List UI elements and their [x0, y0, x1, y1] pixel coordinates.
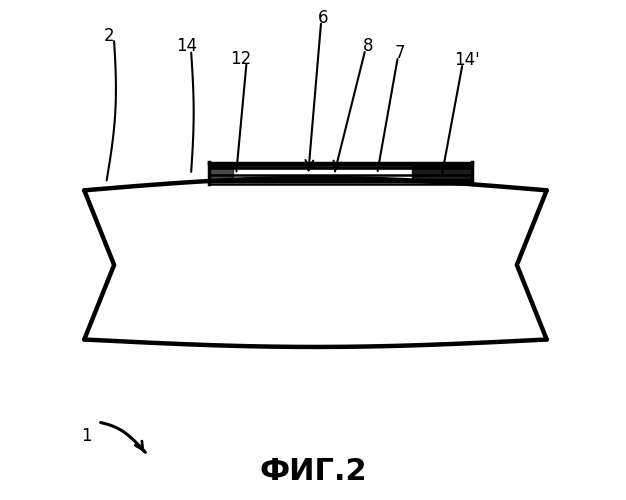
Text: 6: 6 [317, 9, 328, 27]
Text: 14: 14 [176, 37, 197, 55]
Text: 8: 8 [362, 37, 373, 55]
Text: 7: 7 [395, 44, 405, 62]
Text: ФИГ.2: ФИГ.2 [259, 457, 367, 486]
Text: 2: 2 [104, 27, 115, 45]
Text: 14': 14' [454, 50, 480, 68]
Text: 12: 12 [230, 50, 252, 68]
Text: 1: 1 [81, 428, 92, 446]
